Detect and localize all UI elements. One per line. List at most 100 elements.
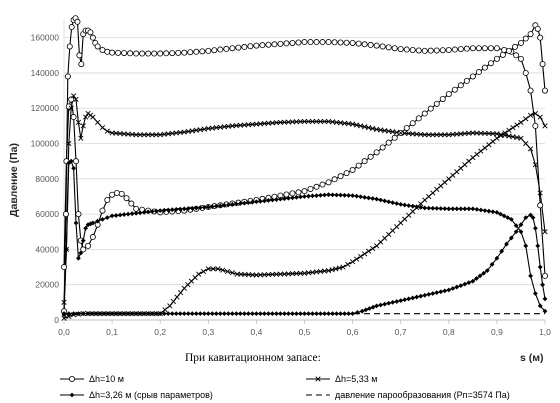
data-point (427, 47, 434, 54)
data-point (297, 270, 304, 277)
data-point (394, 224, 400, 230)
data-point (118, 190, 125, 197)
data-point (73, 96, 79, 103)
data-point (358, 194, 364, 200)
data-point (181, 311, 187, 317)
data-point (478, 148, 484, 154)
x-tick-label: 0,2 (154, 327, 166, 337)
data-point (394, 299, 400, 304)
data-point (193, 311, 199, 317)
data-point (343, 39, 350, 46)
data-point (68, 24, 75, 31)
data-point (294, 194, 299, 200)
data-point (494, 135, 500, 141)
data-point (462, 281, 468, 287)
data-point (511, 43, 518, 50)
data-point (486, 208, 492, 214)
data-point (502, 132, 508, 138)
data-point (220, 267, 226, 273)
data-point (197, 205, 203, 211)
data-point (175, 49, 182, 56)
data-point (523, 140, 529, 147)
data-point (367, 153, 374, 160)
data-point (430, 205, 436, 211)
data-point (522, 35, 529, 42)
x-tick-label: 0,8 (443, 327, 455, 337)
data-point (76, 52, 83, 59)
data-point (205, 204, 211, 210)
data-point (266, 198, 271, 203)
data-point (319, 181, 326, 188)
data-point (247, 43, 254, 50)
data-point (355, 40, 362, 47)
data-point (514, 122, 520, 128)
y-tick-label: 60000 (35, 209, 59, 219)
data-point (121, 311, 127, 317)
data-point (345, 261, 351, 268)
data-point (457, 82, 464, 89)
data-point (331, 39, 338, 46)
data-point (517, 39, 524, 46)
data-point (221, 202, 227, 208)
data-point (362, 194, 368, 200)
data-point (349, 39, 356, 46)
data-point (78, 135, 84, 141)
data-point (149, 311, 155, 317)
data-point (469, 73, 476, 80)
data-point (414, 294, 420, 300)
data-point (269, 120, 276, 126)
data-point (438, 132, 444, 138)
data-point (307, 185, 314, 192)
data-point (362, 124, 368, 130)
data-point (277, 119, 284, 125)
data-point (527, 146, 534, 152)
data-point (349, 166, 356, 173)
data-point (151, 50, 158, 57)
data-point (414, 204, 420, 210)
data-point (205, 47, 212, 54)
data-point (85, 311, 91, 317)
data-point (262, 198, 267, 204)
data-point (297, 118, 304, 125)
data-point (145, 132, 151, 138)
data-point (426, 132, 432, 138)
data-point (285, 119, 292, 125)
data-point (458, 283, 464, 288)
data-point (68, 96, 75, 103)
data-point (210, 266, 216, 272)
data-point (193, 205, 199, 211)
data-point (293, 119, 300, 125)
data-point (181, 206, 187, 212)
data-point (427, 105, 434, 112)
data-point (518, 222, 524, 228)
data-point (88, 221, 93, 227)
data-point (80, 123, 86, 129)
data-point (340, 264, 346, 270)
data-point (462, 206, 468, 212)
data-point (185, 206, 191, 211)
data-point (281, 119, 288, 125)
data-point (258, 198, 263, 204)
data-point (532, 225, 538, 231)
data-point (209, 311, 215, 317)
data-point (398, 202, 404, 207)
data-point (66, 313, 72, 320)
data-point (113, 130, 119, 136)
data-point (501, 47, 508, 54)
data-point (530, 215, 536, 221)
data-point (211, 47, 218, 54)
data-point (71, 311, 77, 317)
data-point (109, 311, 115, 317)
data-point (398, 298, 404, 303)
data-point (466, 206, 472, 212)
data-point (109, 49, 116, 56)
data-point (438, 206, 444, 211)
data-point (434, 205, 440, 211)
data-point (64, 247, 69, 252)
data-point (486, 130, 492, 137)
data-point (542, 87, 549, 94)
data-point (475, 69, 482, 76)
data-point (402, 297, 408, 303)
data-point (318, 311, 323, 317)
data-point (353, 256, 360, 262)
